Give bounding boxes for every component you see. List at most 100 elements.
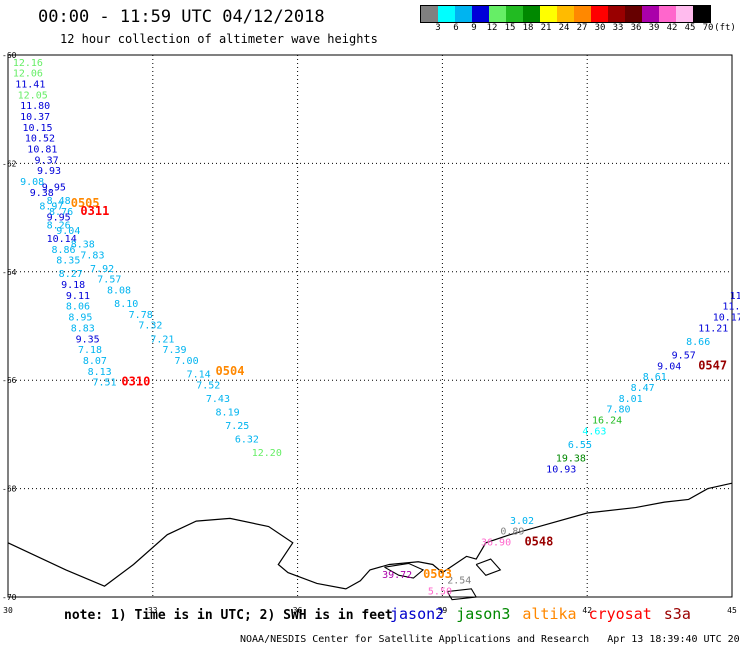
footer-timestamp: Apr 13 18:39:40 UTC 2018 [607,634,740,645]
wave-height-label: 0.89 [500,527,524,538]
wave-height-label: 9.37 [35,155,59,166]
wave-height-label: 9.38 [30,188,54,199]
wave-height-label: 8.97 [39,201,63,212]
wave-height-label: 9.95 [47,212,71,223]
wave-height-label: 8.08 [107,285,131,296]
coastline [7,482,733,590]
page-title: 00:00 - 11:59 UTC 04/12/2018 [38,7,325,27]
scale-swatch [642,6,659,22]
wave-height-label: 7.80 [607,405,631,416]
scale-swatch [421,6,438,22]
wave-height-label: 8.48 [47,196,71,207]
scale-swatch [438,6,455,22]
scale-label: 12 [486,23,498,33]
wave-height-label: 11.3 [722,302,740,313]
lon-tick-label: 30 [3,606,13,615]
wave-height-label: 8.76 [49,207,73,218]
wave-height-label: 8.66 [686,337,710,348]
wave-height-label: 10.14 [47,234,77,245]
wave-height-label: 9.57 [672,351,696,362]
lon-tick-label: 39 [438,606,448,615]
island-outline [384,562,425,579]
scale-swatch [557,6,574,22]
wave-height-label: 4.63 [582,426,606,437]
wave-height-label: 39.72 [382,570,412,581]
scale-label: 30 [594,23,606,33]
wave-height-label: 8.26 [47,220,71,231]
scale-label: 33 [612,23,624,33]
scale-swatch [506,6,523,22]
scale-unit: (ft) [714,23,736,33]
wave-height-label: 7.32 [138,321,162,332]
wave-height-label: 9.04 [56,226,80,237]
map-frame [7,54,733,598]
wave-height-label: 10.17 [713,313,740,324]
scale-swatch [676,6,693,22]
satellite-legend-item: s3a [663,605,691,623]
wave-height-label: 7.21 [150,334,174,345]
footer: NOAA/NESDIS Center for Satellite Applica… [240,634,740,645]
wave-height-label: 12.05 [18,90,48,101]
lat-tick-label: -66 [2,376,17,385]
lat-tick-label: -60 [2,51,17,60]
wave-height-label: 9.11 [66,291,90,302]
satellite-legend: jason2 jason3 altika cryosat s3a [390,605,703,623]
scale-label: 39 [648,23,660,33]
color-scale-bar [420,5,711,23]
lat-tick-label: -70 [2,593,17,602]
wave-height-label: 9.04 [657,361,681,372]
wave-height-label: 8.10 [114,299,138,310]
wave-height-label: 2.54 [447,575,471,586]
lon-tick-label: 36 [293,606,303,615]
wave-height-label: 8.47 [631,383,655,394]
wave-height-label: 7.52 [196,380,220,391]
scale-label: 36 [630,23,642,33]
wave-height-label: 7.92 [90,264,114,275]
scale-swatch [693,6,710,22]
island-outline [446,588,478,601]
scale-label: 27 [576,23,588,33]
wave-height-label: 7.00 [175,356,199,367]
wave-height-label: 10.52 [25,134,55,145]
wave-height-label: 11 [730,291,740,302]
scale-swatch [472,6,489,22]
wave-height-label: 8.38 [71,239,95,250]
wave-height-label: 7.51 [92,378,116,389]
wave-height-label: 9.35 [76,334,100,345]
wave-height-label: 12.06 [13,69,43,80]
scale-label: 45 [684,23,696,33]
pass-time-label: 0548 [524,535,553,549]
scale-label: 9 [471,23,477,33]
wave-height-label: 7.57 [97,275,121,286]
wave-height-label: 9.95 [42,183,66,194]
pass-time-label: 0503 [423,567,452,581]
wave-height-label: 11.41 [15,80,45,91]
wave-height-label: 11.80 [20,101,50,112]
wave-height-label: 16.24 [592,416,622,427]
page-subtitle: 12 hour collection of altimeter wave hei… [60,32,378,46]
wave-height-label: 7.39 [162,345,186,356]
wave-height-label: 9.08 [20,177,44,188]
scale-swatch [489,6,506,22]
wave-height-label: 7.83 [80,250,104,261]
scale-label: 18 [522,23,534,33]
wave-height-label: 8.13 [88,367,112,378]
scale-label: 3 [435,23,441,33]
pass-time-label: 0504 [216,364,245,378]
wave-height-label: 6.32 [235,435,259,446]
wave-height-label: 11.21 [698,323,728,334]
wave-height-label: 6.55 [568,440,592,451]
lon-tick-label: 45 [727,606,737,615]
wave-height-label: 12.16 [13,58,43,69]
wave-height-label: 8.61 [643,372,667,383]
scale-swatch [455,6,472,22]
wave-height-label: 8.19 [216,407,240,418]
wave-height-label: 36.90 [481,538,511,549]
scale-swatch [540,6,557,22]
scale-swatch [659,6,676,22]
wave-height-label: 8.07 [83,356,107,367]
scale-label: 42 [666,23,678,33]
wave-height-label: 3.02 [510,516,534,527]
satellite-legend-item: jason2 [390,605,445,623]
